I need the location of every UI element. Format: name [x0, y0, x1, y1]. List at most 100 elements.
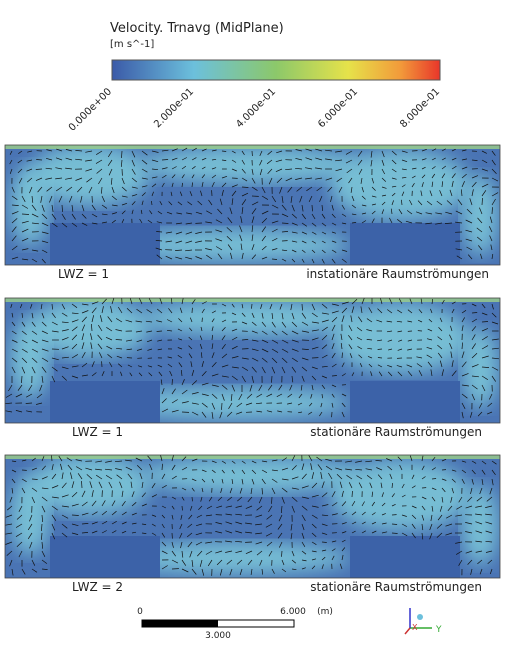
velocity-arrow	[221, 159, 227, 161]
velocity-arrow	[291, 339, 299, 343]
velocity-arrow	[381, 159, 385, 166]
velocity-arrow	[245, 522, 253, 525]
velocity-arrow	[437, 514, 443, 521]
velocity-arrow	[180, 514, 183, 520]
velocity-arrow	[211, 478, 215, 483]
velocity-arrow	[81, 523, 89, 525]
velocity-arrow	[231, 336, 238, 341]
velocity-arrow	[221, 335, 226, 341]
velocity-arrow	[247, 496, 253, 503]
obstacle	[350, 223, 460, 265]
velocity-arrow	[215, 246, 223, 251]
velocity-arrow	[61, 346, 69, 350]
velocity-arrow	[171, 550, 176, 557]
velocity-arrow	[371, 210, 376, 215]
velocity-arrow	[61, 375, 67, 381]
velocity-arrow	[491, 312, 497, 318]
velocity-arrow	[386, 458, 393, 462]
velocity-arrow	[299, 195, 303, 203]
velocity-arrow	[151, 159, 159, 163]
velocity-arrow	[251, 460, 257, 464]
velocity-arrow	[169, 370, 173, 377]
velocity-arrow	[189, 505, 193, 511]
velocity-arrow	[331, 240, 337, 243]
velocity-arrow	[199, 343, 203, 350]
velocity-arrow	[141, 159, 148, 165]
velocity-arrow	[179, 307, 183, 314]
velocity-arrow	[461, 149, 467, 152]
velocity-arrow	[191, 174, 195, 179]
velocity-arrow	[301, 330, 309, 333]
velocity-arrow	[281, 222, 289, 224]
velocity-arrow	[261, 210, 269, 215]
velocity-arrow	[61, 523, 68, 529]
velocity-arrow	[259, 150, 263, 157]
velocity-arrow	[235, 521, 243, 525]
velocity-arrow	[40, 303, 43, 310]
velocity-arrow	[480, 253, 483, 260]
velocity-arrow	[201, 402, 208, 408]
velocity-arrow	[5, 523, 13, 526]
velocity-arrow	[461, 181, 465, 188]
velocity-arrow	[141, 185, 148, 188]
velocity-arrow	[95, 460, 103, 463]
velocity-arrow	[476, 496, 483, 502]
velocity-arrow	[198, 505, 203, 511]
velocity-arrow	[126, 308, 133, 314]
velocity-arrow	[316, 456, 323, 462]
velocity-arrow	[281, 487, 288, 493]
velocity-arrow	[461, 351, 465, 359]
velocity-arrow	[291, 222, 298, 226]
velocity-arrow	[81, 532, 89, 534]
velocity-arrow	[351, 530, 356, 534]
velocity-arrow	[91, 204, 96, 211]
velocity-arrow	[417, 200, 423, 206]
velocity-arrow	[61, 213, 66, 220]
velocity-arrow	[21, 312, 23, 318]
velocity-arrow	[251, 366, 257, 373]
velocity-arrow	[290, 195, 293, 203]
velocity-arrow	[61, 356, 69, 359]
velocity-arrow	[491, 192, 499, 197]
velocity-arrow	[121, 202, 128, 206]
velocity-arrow	[16, 541, 23, 547]
velocity-arrow	[339, 481, 343, 489]
velocity-arrow	[136, 348, 143, 351]
velocity-arrow	[91, 521, 98, 525]
velocity-arrow	[205, 541, 213, 544]
velocity-arrow	[191, 147, 197, 152]
velocity-arrow	[211, 158, 217, 161]
velocity-arrow	[401, 176, 407, 179]
velocity-arrow	[61, 366, 69, 370]
velocity-arrow	[291, 568, 297, 571]
velocity-arrow	[161, 182, 165, 188]
velocity-arrow	[470, 568, 473, 575]
velocity-arrow	[5, 393, 13, 398]
velocity-arrow	[489, 216, 493, 224]
velocity-arrow	[161, 532, 166, 538]
velocity-zone	[140, 147, 360, 183]
velocity-arrow	[471, 469, 476, 475]
velocity-arrow	[491, 150, 496, 156]
velocity-arrow	[31, 357, 38, 363]
velocity-arrow	[281, 457, 288, 462]
velocity-arrow	[350, 315, 353, 323]
velocity-arrow	[301, 348, 309, 350]
velocity-arrow	[358, 354, 363, 359]
velocity-arrow	[465, 522, 473, 525]
velocity-arrow	[31, 195, 34, 203]
velocity-arrow	[130, 481, 133, 489]
velocity-arrow	[167, 356, 173, 359]
velocity-arrow	[146, 339, 153, 343]
velocity-arrow	[235, 550, 243, 554]
velocity-arrow	[375, 460, 383, 462]
velocity-arrow	[241, 207, 244, 215]
velocity-arrow	[435, 212, 443, 215]
velocity-arrow	[317, 464, 323, 471]
velocity-arrow	[255, 541, 263, 545]
velocity-arrow	[311, 482, 318, 489]
velocity-arrow	[485, 530, 493, 534]
velocity-arrow	[161, 541, 167, 547]
velocity-arrow	[381, 209, 385, 215]
velocity-arrow	[298, 393, 303, 399]
